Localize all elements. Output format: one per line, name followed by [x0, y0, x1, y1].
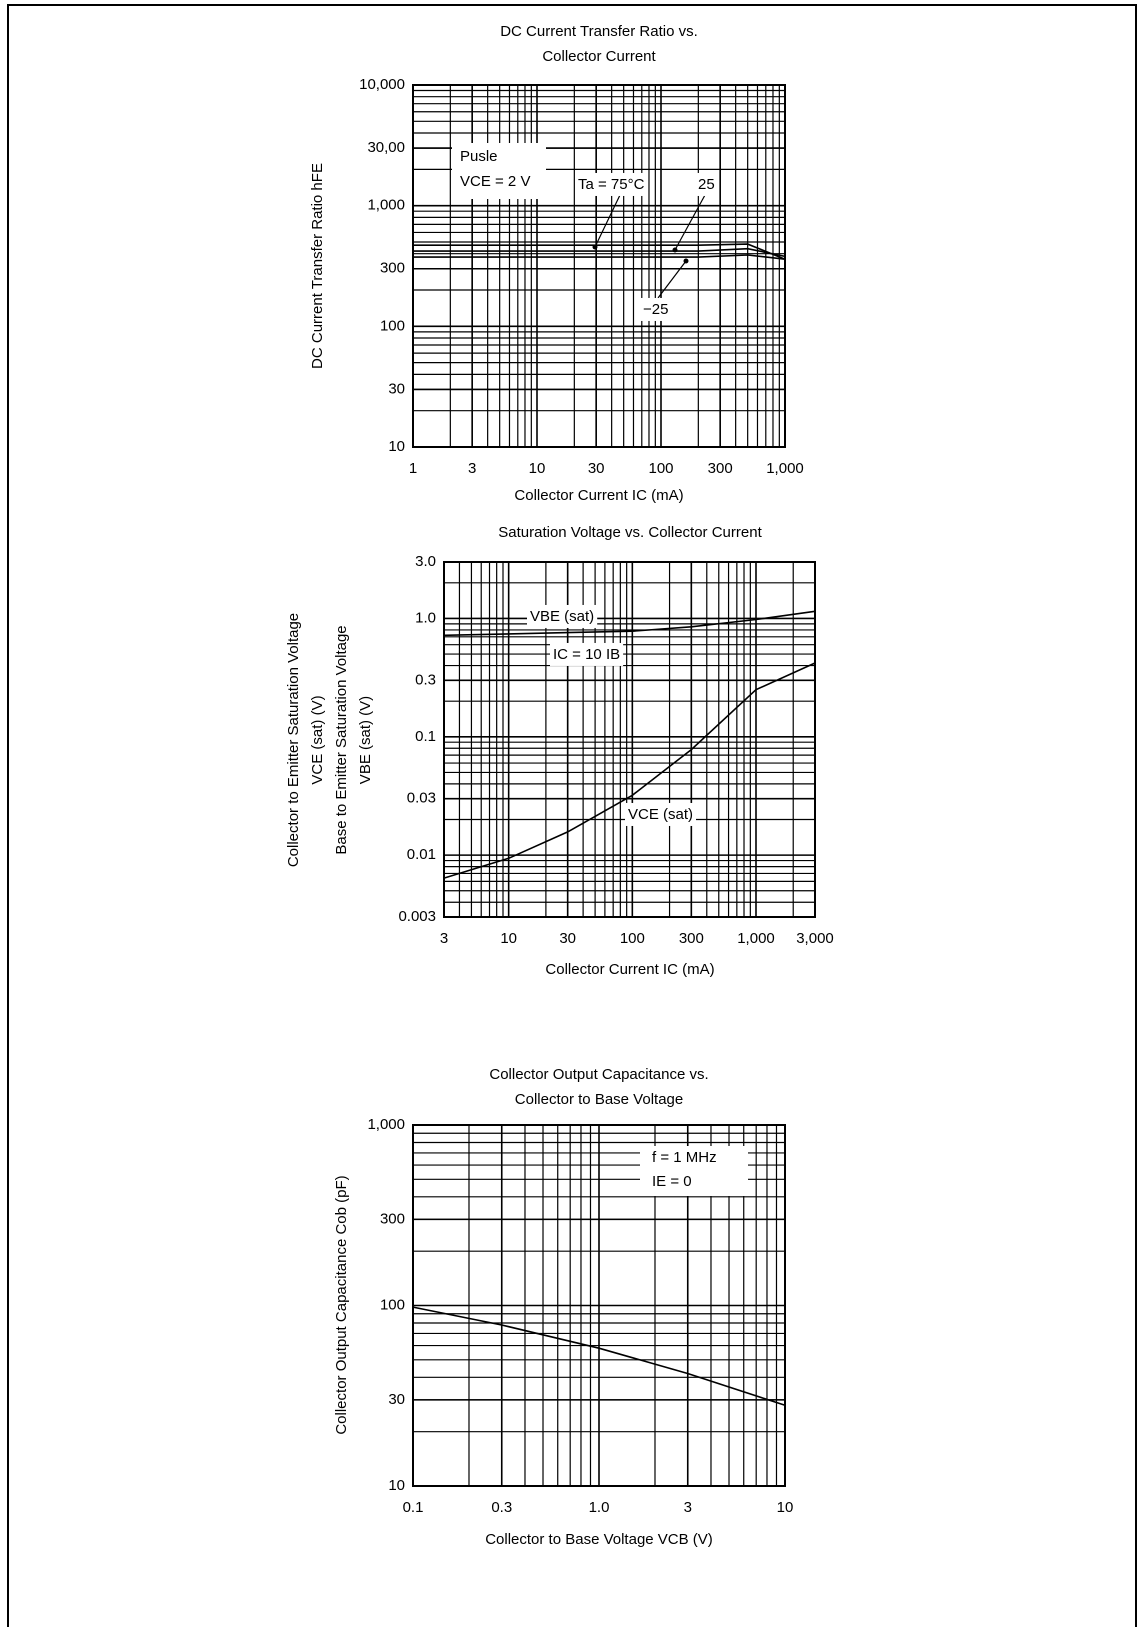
series-label: VCE (sat): [628, 806, 693, 823]
y-tick-label: 10: [388, 438, 405, 455]
annotation: IE = 0: [652, 1173, 692, 1190]
x-tick-label: 10: [500, 930, 517, 947]
plot-frame: [412, 84, 786, 448]
x-tick-label: 1: [409, 460, 417, 477]
y-axis-label: DC Current Transfer Ratio hFE: [309, 163, 326, 369]
chart-title: Collector to Base Voltage: [515, 1091, 683, 1108]
x-tick-label: 10: [777, 1499, 794, 1516]
label-background: [527, 604, 598, 628]
y-tick-label: 30: [388, 380, 405, 397]
y-tick-label: 1,000: [367, 1116, 405, 1133]
x-axis-label: Collector Current IC (mA): [514, 487, 683, 504]
pointer-line: [594, 194, 621, 248]
label-background: [695, 172, 718, 196]
y-axis-label: Collector Output Capacitance Cob (pF): [333, 1175, 350, 1434]
plot-frame: [443, 561, 816, 918]
y-tick-label: 10,000: [359, 76, 405, 93]
y-axis-label: Collector to Emitter Saturation Voltage: [285, 613, 302, 867]
y-tick-label: 10: [388, 1477, 405, 1494]
x-axis-label: Collector Current IC (mA): [545, 961, 714, 978]
y-axis-label: Base to Emitter Saturation Voltage: [333, 625, 350, 854]
data-line: [443, 662, 816, 879]
data-line: [412, 1306, 786, 1407]
series-label: 25: [698, 176, 715, 193]
annotation: IC = 10 IB: [553, 646, 620, 663]
x-tick-label: 1.0: [589, 1499, 610, 1516]
y-tick-label: 3.0: [415, 553, 436, 570]
x-tick-label: 300: [679, 930, 704, 947]
pointer-head: [672, 247, 678, 253]
x-tick-label: 1,000: [737, 930, 775, 947]
x-tick-label: 100: [648, 460, 673, 477]
chart-title: DC Current Transfer Ratio vs.: [500, 23, 698, 40]
series-label: Ta = 75°C: [578, 176, 645, 193]
x-tick-label: 0.1: [403, 1499, 424, 1516]
label-background: [550, 642, 624, 666]
x-tick-label: 3,000: [796, 930, 834, 947]
y-tick-label: 30,00: [367, 139, 405, 156]
label-background: [640, 297, 672, 321]
data-line: [413, 243, 786, 260]
series-label: VBE (sat): [530, 608, 594, 625]
x-tick-label: 3: [440, 930, 448, 947]
y-tick-label: 300: [380, 260, 405, 277]
y-tick-label: 0.3: [415, 671, 436, 688]
y-tick-label: 1,000: [367, 197, 405, 214]
annotation: VCE = 2 V: [460, 173, 530, 190]
pointer-line: [657, 260, 687, 299]
x-axis-label: Collector to Base Voltage VCB (V): [485, 1531, 713, 1548]
x-tick-label: 3: [468, 460, 476, 477]
pointer-head: [683, 258, 689, 264]
y-axis-label: VBE (sat) (V): [357, 696, 374, 784]
chart-title: Collector Output Capacitance vs.: [489, 1066, 708, 1083]
y-tick-label: 0.003: [398, 908, 436, 925]
y-tick-label: 1.0: [415, 609, 436, 626]
annotation-box: [640, 1146, 748, 1196]
chart-title: Collector Current: [542, 48, 656, 65]
chart-title: Saturation Voltage vs. Collector Current: [498, 524, 762, 541]
label-background: [575, 172, 648, 196]
y-tick-label: 300: [380, 1210, 405, 1227]
annotation-box: [452, 143, 546, 199]
y-tick-label: 30: [388, 1391, 405, 1408]
x-tick-label: 10: [529, 460, 546, 477]
data-line: [443, 610, 816, 637]
series-label: −25: [643, 301, 668, 318]
page-border: [7, 4, 1137, 1627]
x-tick-label: 0.3: [491, 1499, 512, 1516]
y-tick-label: 100: [380, 317, 405, 334]
y-tick-label: 0.1: [415, 728, 436, 745]
data-line: [413, 254, 786, 260]
y-tick-label: 100: [380, 1296, 405, 1313]
annotation: Pusle: [460, 148, 498, 165]
y-tick-label: 0.03: [407, 790, 436, 807]
annotation: f = 1 MHz: [652, 1149, 717, 1166]
y-tick-label: 0.01: [407, 846, 436, 863]
pointer-head: [592, 244, 598, 250]
label-background: [625, 802, 697, 826]
plot-frame: [412, 1124, 786, 1487]
x-tick-label: 1,000: [766, 460, 804, 477]
x-tick-label: 100: [620, 930, 645, 947]
pointer-line: [674, 194, 706, 251]
x-tick-label: 3: [684, 1499, 692, 1516]
x-tick-label: 30: [559, 930, 576, 947]
y-axis-label: VCE (sat) (V): [309, 695, 326, 784]
data-line: [413, 247, 786, 258]
x-tick-label: 30: [588, 460, 605, 477]
x-tick-label: 300: [708, 460, 733, 477]
